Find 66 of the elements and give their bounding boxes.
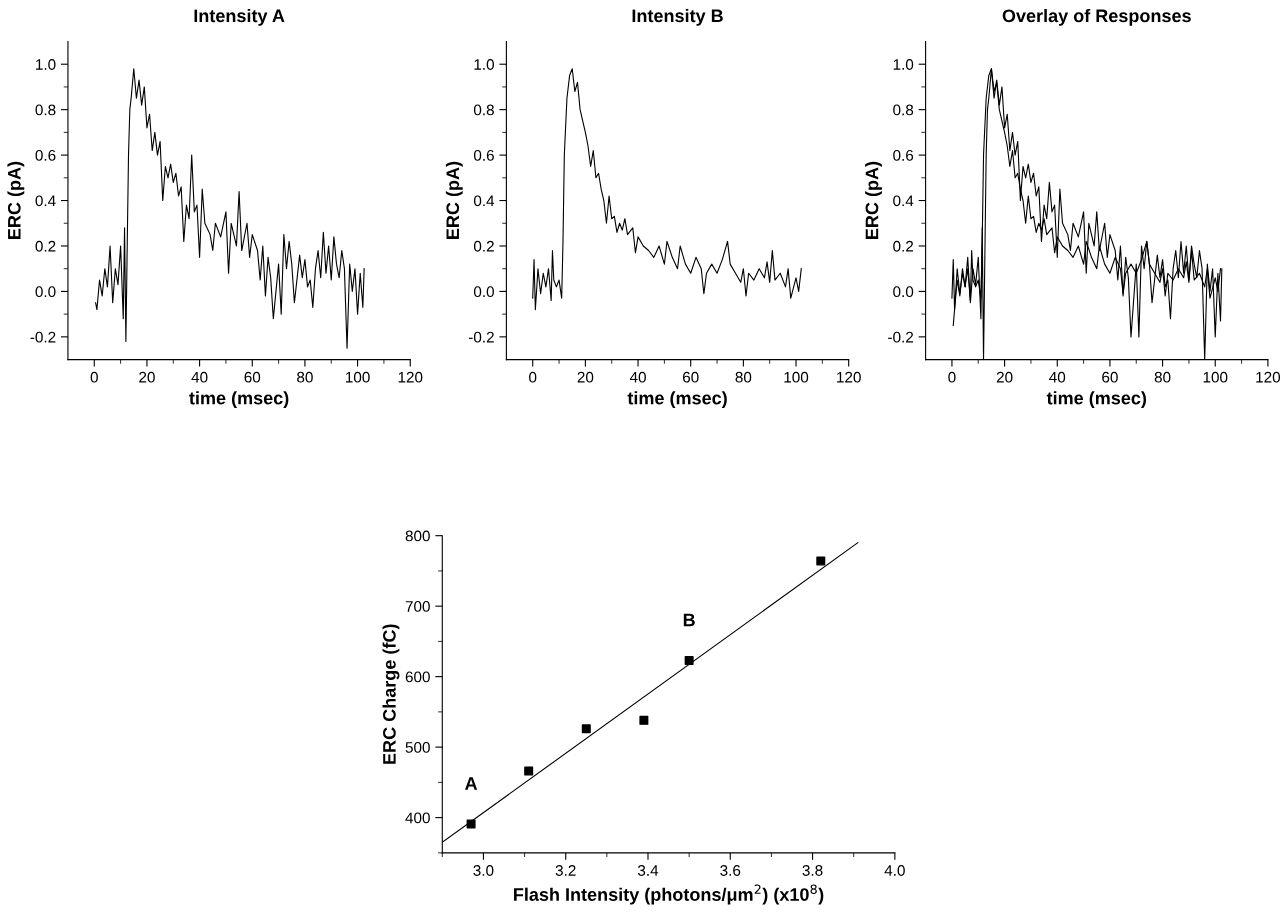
y-tick-label: 0.6 [893,149,914,161]
x-tick-label: 20 [577,371,594,383]
x-tick-label: 3.4 [637,865,659,876]
x-axis-title: time (msec) [1046,391,1147,409]
x-tick-label: 120 [1256,371,1281,383]
y-tick-label: 0.0 [473,286,494,298]
y-tick-label: 0.8 [893,104,914,116]
y-axis-title: ERC (pA) [7,161,25,239]
x-tick-label: 80 [735,371,752,383]
y-tick-label: 0.4 [473,195,495,207]
x-tick-label: 80 [1154,371,1171,383]
chart-title: Intensity B [632,8,723,26]
x-axis-title: time (msec) [627,391,727,409]
y-tick-label: 0.8 [35,104,56,116]
y-tick-label: -0.2 [30,331,56,343]
x-tick-label: 20 [139,371,155,383]
y-axis-title: ERC Charge (fC) [382,624,400,764]
x-tick-label: 100 [784,371,809,383]
chart-title: Overlay of Responses [1002,8,1191,26]
x-axis-title: time (msec) [189,391,289,409]
x-tick-label: 3.8 [802,865,823,876]
y-tick-label: 600 [405,671,430,683]
x-tick-label: 4.0 [884,865,905,876]
x-tick-label: 3.0 [473,865,494,876]
y-tick-label: 1.0 [893,59,914,70]
x-tick-label: 100 [346,371,370,383]
x-tick-label: 100 [1203,371,1228,383]
y-tick-label: 1.0 [36,59,56,70]
x-tick-label: 80 [297,371,313,383]
x-tick-label: 40 [629,371,646,383]
y-tick-label: 0.6 [473,149,494,161]
x-axis-title: Flash Intensity (photons/μm$^{2}$) (x10$^{8}$) [514,884,824,905]
y-tick-label: 700 [405,601,430,612]
annotation: A [465,777,478,790]
y-tick-label: 800 [405,530,430,542]
x-tick-label: 120 [398,371,423,383]
y-tick-label: 500 [405,741,430,753]
x-tick-label: 40 [191,371,208,383]
x-tick-label: 3.2 [555,865,576,876]
y-tick-label: 0.0 [35,286,56,298]
y-tick-label: 0.4 [893,195,914,207]
x-tick-label: 0 [529,371,537,383]
y-tick-label: 400 [405,812,430,824]
y-axis-title: ERC (pA) [445,161,463,239]
x-tick-label: 3.6 [720,865,741,876]
y-tick-label: 0.6 [35,149,56,161]
y-tick-label: 1.0 [474,59,494,70]
y-tick-label: -0.2 [888,331,914,343]
chart-title: Intensity A [194,8,285,26]
y-tick-label: 0.2 [893,240,914,252]
x-tick-label: 120 [837,371,861,383]
y-tick-label: -0.2 [468,331,494,343]
y-tick-label: 0.0 [893,286,914,298]
y-axis-title: ERC (pA) [865,161,882,239]
x-tick-label: 20 [996,371,1013,383]
x-tick-label: 60 [1102,371,1118,383]
x-tick-label: 0 [90,371,98,383]
y-tick-label: 0.4 [35,195,56,207]
y-tick-label: 0.2 [35,240,56,252]
x-tick-label: 60 [682,371,699,383]
x-tick-label: 60 [244,371,261,383]
annotation: B [683,613,695,627]
x-tick-label: 40 [1049,371,1066,383]
y-tick-label: 0.2 [473,240,494,252]
x-tick-label: 0 [948,371,956,383]
y-tick-label: 0.8 [473,104,494,116]
